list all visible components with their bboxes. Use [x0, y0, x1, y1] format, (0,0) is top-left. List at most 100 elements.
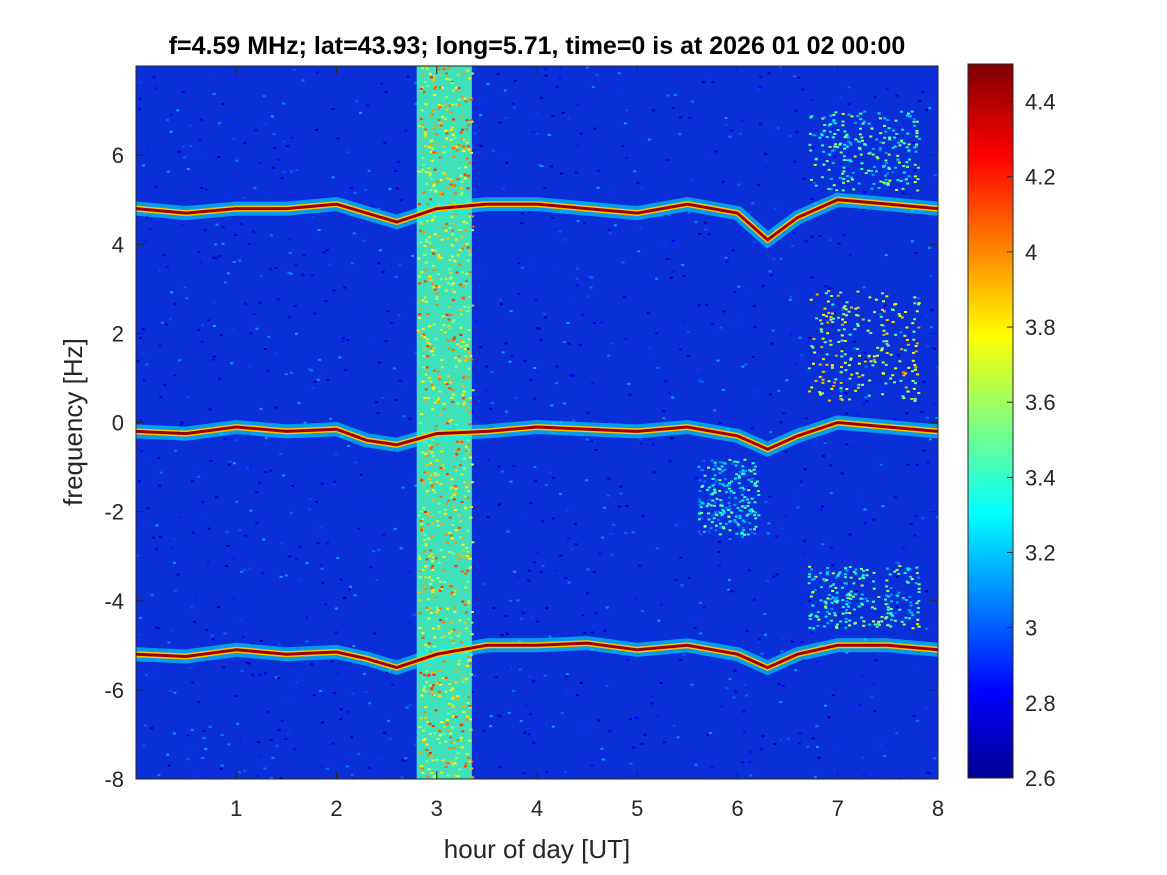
band-cell [444, 129, 448, 132]
band-cell [433, 87, 437, 90]
cloud-cell [822, 163, 826, 166]
band-cell [470, 120, 474, 123]
cloud-cell [698, 512, 702, 515]
cloud-cell [826, 567, 830, 569]
noise-cell [634, 716, 638, 719]
band-cell [452, 747, 456, 750]
cloud-cell [827, 187, 831, 190]
noise-cell [522, 611, 525, 614]
band-cell [422, 481, 426, 484]
cloud-cell [721, 470, 724, 473]
noise-cell [303, 421, 307, 424]
band-cell [445, 72, 448, 75]
noise-cell [282, 171, 286, 174]
cloud-cell [825, 579, 829, 581]
cloud-cell [740, 471, 744, 474]
cloud-cell [836, 129, 840, 131]
noise-cell [257, 755, 261, 757]
cloud-cell [831, 312, 835, 315]
cloud-cell [832, 317, 835, 320]
noise-cell [800, 603, 803, 606]
noise-cell [248, 465, 252, 468]
band-cell [435, 399, 439, 402]
cloud-cell [821, 370, 825, 373]
band-cell [421, 729, 425, 732]
x-axis-label: hour of day [UT] [444, 834, 630, 864]
noise-cell [756, 184, 760, 187]
noise-cell [265, 444, 269, 446]
cloud-cell [751, 532, 755, 534]
noise-cell [724, 117, 728, 119]
band-cell [418, 599, 422, 602]
band-cell [454, 469, 458, 472]
noise-cell [157, 269, 161, 272]
noise-cell [310, 274, 314, 277]
cloud-cell [832, 113, 836, 116]
cloud-cell [886, 182, 890, 185]
band-cell [442, 145, 446, 148]
noise-cell [383, 141, 387, 144]
cloud-cell [721, 483, 725, 486]
noise-cell [512, 464, 516, 467]
cloud-cell [896, 158, 900, 161]
cloud-cell [906, 343, 910, 346]
cloud-cell [856, 348, 859, 350]
band-cell [430, 755, 433, 758]
noise-cell [588, 275, 592, 278]
band-cell [462, 243, 466, 246]
noise-cell [574, 543, 578, 546]
band-cell [434, 557, 438, 560]
noise-cell [598, 552, 602, 555]
noise-cell [225, 565, 228, 567]
cloud-cell [848, 158, 852, 161]
noise-cell [351, 777, 355, 779]
band-cell [446, 237, 450, 240]
band-cell [425, 606, 429, 609]
cloud-cell [829, 598, 833, 601]
band-cell [454, 86, 458, 89]
band-cell [445, 77, 449, 80]
cloud-cell [831, 584, 835, 587]
noise-cell [935, 417, 938, 419]
cloud-cell [836, 294, 840, 297]
band-cell [452, 741, 456, 744]
noise-cell [813, 181, 816, 184]
noise-cell [350, 774, 354, 776]
noise-cell [541, 564, 545, 567]
noise-cell [238, 737, 242, 740]
cloud-cell [917, 576, 921, 579]
cloud-cell [912, 387, 916, 390]
cloud-cell [830, 295, 833, 297]
noise-cell [816, 660, 819, 663]
noise-cell [197, 250, 201, 253]
noise-cell [517, 262, 521, 264]
band-cell [449, 111, 453, 114]
band-cell [438, 695, 442, 698]
noise-cell [870, 695, 874, 698]
cloud-cell [841, 599, 845, 602]
band-cell [451, 233, 455, 236]
colorbar-gradient [967, 63, 1014, 779]
noise-cell [559, 172, 563, 175]
noise-cell [767, 72, 771, 75]
cloud-cell [717, 519, 721, 522]
cloud-cell [832, 119, 836, 122]
cloud-cell [905, 339, 909, 341]
noise-cell [283, 440, 286, 443]
x-tick-label: 1 [230, 796, 242, 821]
noise-cell [779, 257, 783, 260]
cloud-cell [902, 623, 906, 626]
noise-cell [202, 737, 206, 740]
band-cell [433, 76, 436, 79]
noise-cell [334, 631, 338, 634]
band-cell [435, 606, 439, 609]
cloud-cell [851, 178, 854, 181]
noise-cell [912, 142, 916, 144]
cloud-cell [848, 612, 852, 615]
cloud-cell [906, 567, 910, 570]
noise-cell [398, 263, 402, 266]
band-cell [462, 220, 466, 223]
noise-cell [594, 612, 598, 615]
noise-cell [933, 174, 937, 177]
cloud-cell [810, 115, 814, 118]
